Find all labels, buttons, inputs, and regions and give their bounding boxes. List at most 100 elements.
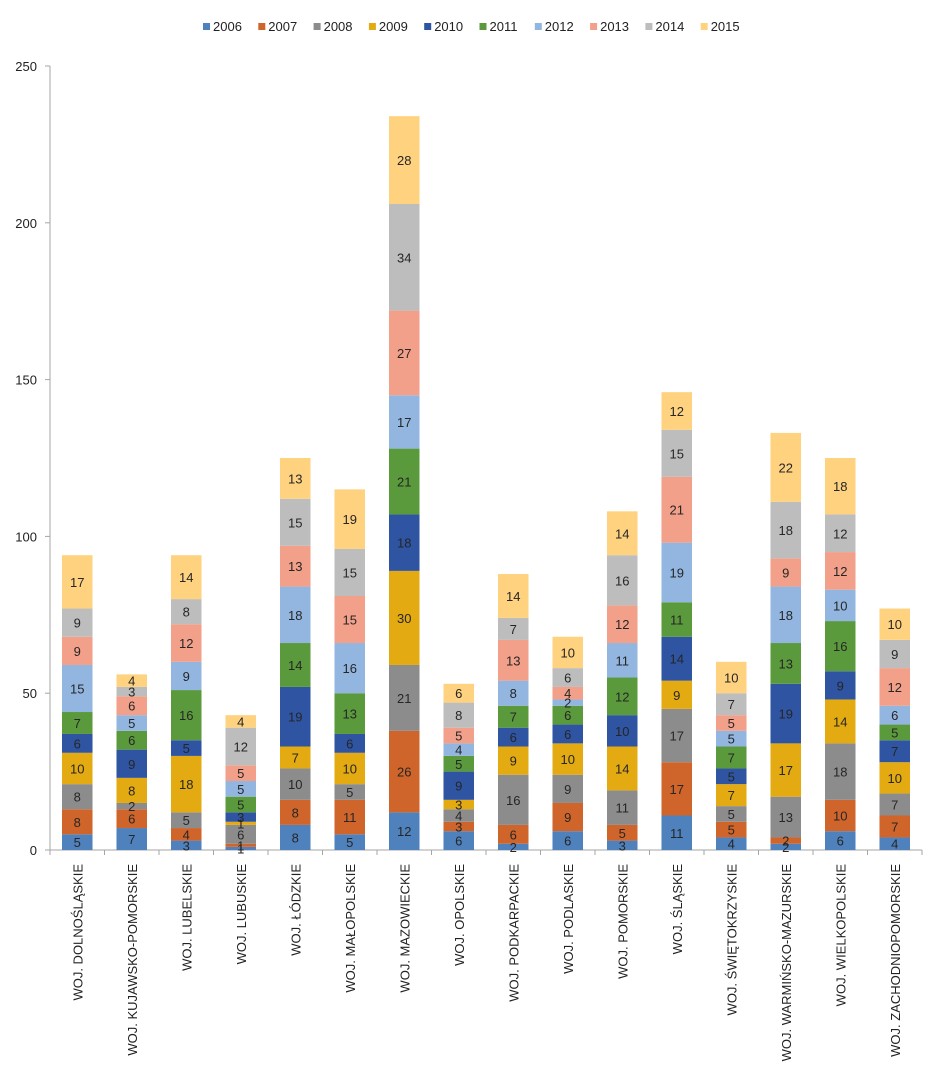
bar-value-label: 3	[619, 838, 626, 853]
bar-value-label: 18	[833, 765, 847, 780]
bar-segment	[388, 664, 420, 731]
bar-value-label: 8	[183, 605, 190, 620]
bar-segment	[661, 708, 693, 763]
bar-segment	[661, 392, 693, 430]
bar-value-label: 3	[455, 798, 462, 813]
bar-segment	[497, 774, 529, 825]
bar-segment	[497, 639, 529, 681]
bar-segment	[715, 746, 747, 769]
bar-segment	[334, 733, 366, 753]
bar-segment	[443, 683, 475, 703]
bar-segment	[279, 686, 311, 747]
bar-value-label: 15	[670, 446, 684, 461]
bar-segment	[497, 705, 529, 728]
bar-segment	[279, 824, 311, 850]
bar-segment	[443, 821, 475, 832]
bar-value-label: 17	[670, 782, 684, 797]
bar-value-label: 16	[343, 661, 357, 676]
bar-segment	[879, 639, 911, 669]
bar-value-label: 15	[343, 613, 357, 628]
bar-segment	[225, 846, 257, 850]
bar-value-label: 6	[564, 834, 571, 849]
bar-segment	[61, 608, 93, 637]
x-category-label: WOJ. LUBUSKIE	[234, 864, 249, 965]
bar-value-label: 9	[74, 644, 81, 659]
x-category-label: WOJ. ŚLĄSKIE	[670, 864, 685, 955]
bar-value-label: 13	[288, 471, 302, 486]
bar-segment	[661, 542, 693, 603]
bar-value-label: 18	[397, 536, 411, 551]
bar-segment	[116, 715, 148, 731]
bar-value-label: 10	[724, 671, 738, 686]
bar-value-label: 9	[891, 647, 898, 662]
bar-value-label: 19	[343, 512, 357, 527]
bar-segment	[552, 802, 584, 832]
bar-segment	[661, 762, 693, 816]
bar-segment	[279, 768, 311, 800]
bar-segment	[61, 834, 93, 850]
bar-segment	[388, 730, 420, 813]
bar-value-label: 5	[728, 769, 735, 784]
x-category-label: WOJ. MAŁOPOLSKIE	[343, 864, 358, 993]
bar-value-label: 9	[128, 757, 135, 772]
bar-value-label: 7	[891, 744, 898, 759]
bar-segment	[116, 674, 148, 687]
bar-segment	[443, 727, 475, 744]
bar-value-label: 28	[397, 153, 411, 168]
bar-segment	[552, 831, 584, 850]
bar-value-label: 5	[455, 757, 462, 772]
bar-value-label: 8	[292, 830, 299, 845]
bar-segment	[279, 458, 311, 499]
x-category-label: WOJ. PODKARPACKIE	[506, 864, 521, 1002]
bar-value-label: 2	[782, 834, 789, 849]
legend-label-2008: 2008	[324, 19, 353, 34]
bar-value-label: 14	[615, 526, 629, 541]
bar-segment	[661, 636, 693, 681]
legend-label-2015: 2015	[711, 19, 740, 34]
bar-segment	[606, 643, 638, 678]
bar-value-label: 16	[179, 708, 193, 723]
bar-segment	[770, 683, 802, 744]
bar-value-label: 5	[346, 835, 353, 850]
bar-value-label: 19	[670, 565, 684, 580]
bar-value-label: 27	[397, 346, 411, 361]
bar-segment	[879, 668, 911, 706]
bar-value-label: 21	[397, 691, 411, 706]
bar-segment	[770, 432, 802, 502]
bar-segment	[334, 693, 366, 734]
bar-segment	[552, 699, 584, 706]
bar-segment	[388, 514, 420, 571]
bar-value-label: 8	[74, 790, 81, 805]
bar-segment	[225, 727, 257, 766]
bar-value-label: 6	[346, 736, 353, 751]
bar-segment	[61, 809, 93, 835]
x-category-label: WOJ. WIELKOPOLSKIE	[833, 864, 848, 1007]
x-category-label: WOJ. PODLASKIE	[561, 864, 576, 974]
bar-segment	[770, 837, 802, 844]
bar-value-label: 9	[564, 810, 571, 825]
bar-segment	[552, 686, 584, 700]
bar-segment	[170, 599, 202, 625]
bar-segment	[116, 809, 148, 829]
bar-value-label: 6	[564, 671, 571, 686]
bar-segment	[715, 730, 747, 747]
bar-value-label: 15	[70, 681, 84, 696]
bar-segment	[497, 727, 529, 747]
x-category-label: WOJ. KUJAWSKO-POMORSKIE	[125, 864, 140, 1056]
bar-segment	[443, 809, 475, 822]
bar-segment	[606, 677, 638, 716]
legend-label-2007: 2007	[268, 19, 297, 34]
bar-value-label: 7	[891, 798, 898, 813]
x-category-label: WOJ. ZACHODNIOPOMORSKIE	[888, 864, 903, 1057]
bar-segment	[116, 802, 148, 810]
bar-value-label: 6	[564, 727, 571, 742]
bar-value-label: 4	[128, 674, 135, 689]
bar-segment	[61, 712, 93, 734]
bar-value-label: 5	[728, 732, 735, 747]
bar-value-label: 30	[397, 611, 411, 626]
bar-value-label: 7	[292, 750, 299, 765]
y-tick-label: 100	[15, 529, 37, 544]
bar-value-label: 18	[779, 608, 793, 623]
bar-segment	[770, 586, 802, 644]
bar-value-label: 19	[779, 707, 793, 722]
